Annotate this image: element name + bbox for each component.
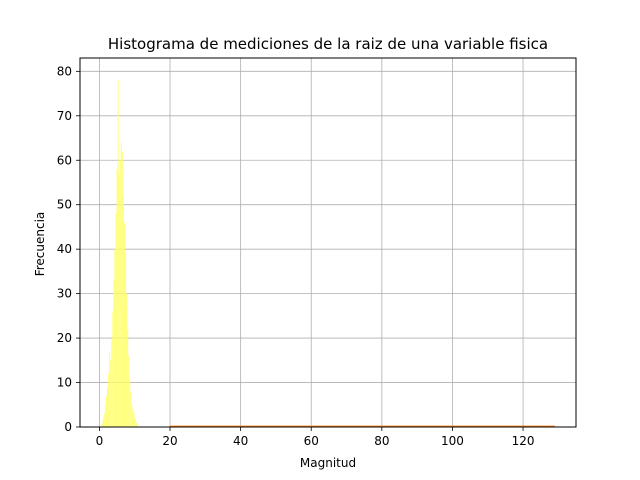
histogram-bar (104, 404, 106, 427)
histogram-bar (134, 418, 136, 427)
histogram-bar (133, 413, 135, 427)
x-axis-ticks: 0 20 40 60 80 100 120 (96, 427, 535, 448)
x-tick-label: 0 (96, 434, 104, 448)
grid (80, 58, 576, 428)
y-tick-label: 60 (57, 153, 72, 167)
histogram-bar (130, 391, 132, 427)
histogram-bar (135, 422, 137, 427)
histogram-bar (102, 418, 104, 427)
histogram-bar (126, 293, 128, 427)
histogram-bar (132, 409, 134, 427)
histogram-bar (122, 195, 124, 427)
histogram-bar (131, 404, 133, 427)
histogram-bar (109, 351, 111, 427)
histogram-bar (117, 80, 119, 427)
histogram-bar (101, 422, 103, 427)
x-tick-label: 40 (233, 434, 248, 448)
histogram-bar (105, 395, 108, 427)
plot-area: 0 20 40 60 80 100 120 0 10 20 30 40 50 60 70 80 (57, 57, 577, 448)
y-tick-label: 0 (64, 420, 72, 434)
histogram-bar (114, 249, 116, 427)
histogram-bar (115, 213, 117, 427)
plot-frame (79, 57, 577, 428)
y-tick-label: 40 (57, 242, 72, 256)
y-tick-label: 50 (57, 198, 72, 212)
histogram-bar (123, 222, 126, 427)
x-tick-label: 120 (512, 434, 535, 448)
histogram-bar (121, 151, 123, 427)
chart-title: Histograma de mediciones de la raiz de u… (108, 35, 548, 53)
y-tick-label: 20 (57, 331, 72, 345)
x-tick-label: 60 (304, 434, 319, 448)
histogram-bar (120, 142, 122, 427)
histogram-bar (111, 338, 113, 427)
histogram-bar (125, 253, 127, 427)
histogram-bar (103, 413, 105, 427)
y-tick-label: 80 (57, 64, 72, 78)
y-axis-ticks: 0 10 20 30 40 50 60 70 80 (57, 64, 80, 434)
x-tick-label: 100 (441, 434, 464, 448)
histogram-bar (107, 386, 109, 427)
y-axis-label: Frecuencia (33, 212, 47, 277)
histogram-bar (129, 378, 131, 427)
histogram-bar (110, 360, 112, 427)
histogram-bar (119, 160, 121, 428)
histogram-bar (116, 169, 118, 427)
x-tick-label: 80 (374, 434, 389, 448)
histogram-bar (128, 355, 130, 427)
y-tick-label: 70 (57, 109, 72, 123)
histogram-bars (101, 80, 138, 428)
histogram-bar (108, 373, 110, 427)
histogram-bar (136, 422, 138, 427)
histogram-bar (127, 329, 129, 427)
histogram-bar (113, 280, 115, 427)
x-axis-label: Magnitud (300, 456, 356, 470)
histogram-bar (112, 311, 114, 427)
x-tick-label: 20 (162, 434, 177, 448)
histogram-bar (118, 173, 120, 427)
y-tick-label: 10 (57, 376, 72, 390)
y-tick-label: 30 (57, 287, 72, 301)
